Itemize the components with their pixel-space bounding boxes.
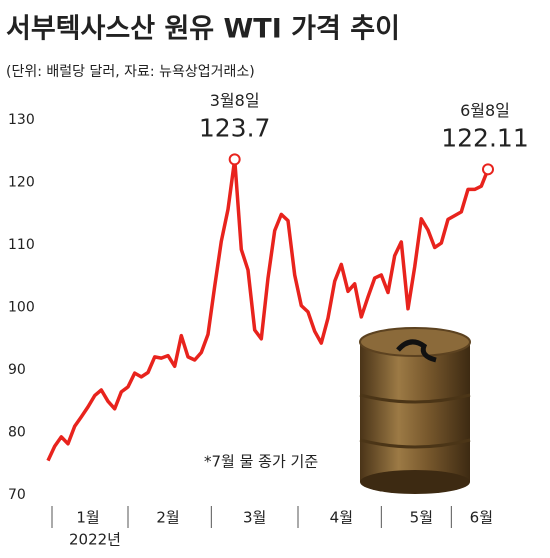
chart-subtitle: (단위: 배럴당 달러, 자료: 뉴욕상업거래소) xyxy=(6,64,255,80)
y-tick-label: 80 xyxy=(8,425,26,441)
x-tick-label: 6월 xyxy=(470,509,493,527)
y-tick-label: 130 xyxy=(8,112,35,128)
annotation-value: 123.7 xyxy=(199,113,271,142)
y-tick-label: 120 xyxy=(8,175,35,191)
barrel xyxy=(359,327,471,494)
note: *7월 물 종가 기준 xyxy=(204,453,318,471)
annotation-date: 3월8일 xyxy=(210,91,260,110)
x-axis-label: 2022년 xyxy=(69,531,121,549)
y-tick-label: 110 xyxy=(8,237,35,253)
highlight-point xyxy=(228,153,241,166)
highlight-point xyxy=(482,163,494,176)
chart-title: 서부텍사스산 원유 WTI 가격 추이 xyxy=(6,14,400,45)
y-tick-label: 100 xyxy=(8,300,35,316)
price-line xyxy=(46,157,490,462)
annotation-value: 122.11 xyxy=(441,123,528,152)
x-tick-label: 2월 xyxy=(156,509,179,527)
y-tick-label: 90 xyxy=(8,362,26,378)
annotation-date: 6월8일 xyxy=(460,101,510,120)
x-tick-label: 5월 xyxy=(410,509,433,527)
x-tick-label: 1월 xyxy=(76,509,99,527)
x-tick-label: 4월 xyxy=(330,509,353,527)
x-tick-label: 3월 xyxy=(243,509,266,527)
y-tick-label: 70 xyxy=(8,487,26,503)
